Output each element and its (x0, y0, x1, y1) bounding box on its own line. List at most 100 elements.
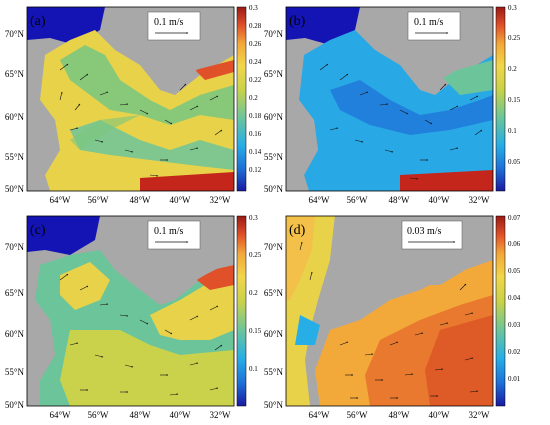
panel-label-a: (a) (30, 14, 46, 29)
frame-c (26, 215, 235, 407)
cbtick-d-2: 0.05 (508, 267, 521, 275)
cbtick-b-0: 0.3 (508, 4, 517, 12)
vectors-a (59, 63, 223, 177)
xtick-a-48: 48°W (129, 195, 151, 205)
colorbar-b (495, 6, 506, 192)
colorbar-d (495, 215, 506, 407)
ytick-a-50: 50°N (5, 184, 25, 194)
y-ticks-b: 70°N 65°N 60°N 55°N 50°N (264, 29, 284, 194)
xtick-a-32: 32°W (209, 195, 231, 205)
ytick-a-55: 55°N (5, 152, 25, 162)
x-ticks-b: 64°W 56°W 48°W 40°W 32°W (308, 195, 490, 205)
xtick-d-48: 48°W (388, 410, 410, 420)
cbtick-a-2: 0.26 (249, 40, 262, 48)
xtick-d-32: 32°W (468, 410, 490, 420)
scale-box-b (407, 11, 461, 41)
scale-box-a (147, 11, 201, 41)
cbtick-a-8: 0.14 (249, 148, 262, 156)
cbtick-b-5: 0.05 (508, 158, 521, 166)
ytick-b-70: 70°N (264, 29, 284, 39)
y-ticks-d: 70°N 65°N 60°N 55°N 50°N (264, 242, 284, 410)
colorbar-ticks-c: 0.3 0.25 0.2 0.15 0.1 (249, 214, 262, 373)
frame-a (26, 6, 235, 192)
cbtick-d-4: 0.03 (508, 321, 521, 329)
xtick-b-32: 32°W (468, 195, 490, 205)
cbtick-a-1: 0.28 (249, 22, 262, 30)
colorbar-c (236, 215, 247, 407)
xtick-c-48: 48°W (129, 410, 151, 420)
xtick-d-64: 64°W (308, 410, 330, 420)
ytick-d-55: 55°N (264, 367, 284, 377)
xtick-b-64: 64°W (308, 195, 330, 205)
cbtick-d-5: 0.02 (508, 348, 521, 356)
colorbar-ticks-a: 0.3 0.28 0.26 0.24 0.22 0.2 0.18 0.16 0.… (249, 4, 262, 174)
panel-label-c: (c) (30, 223, 46, 238)
scale-label-b: 0.1 m/s (414, 17, 444, 28)
cbtick-c-4: 0.1 (249, 365, 258, 373)
ytick-c-50: 50°N (5, 400, 25, 410)
xtick-c-56: 56°W (87, 410, 109, 420)
ytick-c-70: 70°N (5, 242, 25, 252)
ytick-c-60: 60°N (5, 329, 25, 339)
ytick-b-60: 60°N (264, 112, 284, 122)
scale-label-d: 0.03 m/s (407, 226, 442, 237)
scale-label-a: 0.1 m/s (154, 17, 184, 28)
cbtick-a-5: 0.2 (249, 94, 258, 102)
cbtick-c-2: 0.2 (249, 289, 258, 297)
cbtick-c-0: 0.3 (249, 214, 258, 222)
xtick-c-64: 64°W (49, 410, 71, 420)
ytick-d-60: 60°N (264, 329, 284, 339)
cbtick-d-0: 0.07 (508, 214, 521, 222)
panel-c: (c) 0.1 m/s 70°N 65°N 60°N 55°N 50°N 64°… (5, 214, 262, 420)
panel-a: (a) 0.1 m/s 70°N 65°N 60°N 55°N 50°N 64°… (5, 4, 262, 205)
colorbar-a (236, 6, 247, 192)
ytick-d-50: 50°N (264, 400, 284, 410)
xtick-a-64: 64°W (49, 195, 71, 205)
vectors-d (299, 241, 479, 399)
cbtick-c-1: 0.25 (249, 251, 262, 259)
cbtick-b-1: 0.25 (508, 34, 521, 42)
cbtick-d-6: 0.01 (508, 375, 521, 383)
y-ticks-c: 70°N 65°N 60°N 55°N 50°N (5, 242, 25, 410)
xtick-b-56: 56°W (346, 195, 368, 205)
frame-b (285, 6, 494, 192)
cbtick-d-1: 0.06 (508, 240, 521, 248)
xtick-b-40: 40°W (428, 195, 450, 205)
xtick-d-56: 56°W (346, 410, 368, 420)
scale-box-c (147, 220, 201, 250)
vectors-b (319, 63, 483, 180)
ytick-b-65: 65°N (264, 69, 284, 79)
cbtick-a-0: 0.3 (249, 4, 258, 12)
x-ticks-a: 64°W 56°W 48°W 40°W 32°W (49, 195, 231, 205)
panel-b: (b) 0.1 m/s 70°N 65°N 60°N 55°N 50°N 64°… (264, 4, 521, 205)
scale-box-d (401, 220, 463, 250)
ytick-c-55: 55°N (5, 367, 25, 377)
cbtick-a-9: 0.12 (249, 166, 262, 174)
cbtick-b-3: 0.15 (508, 96, 521, 104)
cbtick-a-6: 0.18 (249, 112, 262, 120)
xtick-c-32: 32°W (209, 410, 231, 420)
cbtick-a-4: 0.22 (249, 76, 262, 84)
panel-d: (d) 0.03 m/s 70°N 65°N 60°N 55°N 50°N 64… (264, 214, 521, 420)
x-ticks-c: 64°W 56°W 48°W 40°W 32°W (49, 410, 231, 420)
panel-label-d: (d) (289, 223, 306, 238)
ytick-b-55: 55°N (264, 152, 284, 162)
ytick-a-70: 70°N (5, 29, 25, 39)
scale-label-c: 0.1 m/s (154, 226, 184, 237)
ytick-d-70: 70°N (264, 242, 284, 252)
ytick-a-60: 60°N (5, 112, 25, 122)
ytick-c-65: 65°N (5, 288, 25, 298)
panel-label-b: (b) (289, 14, 306, 29)
ytick-b-50: 50°N (264, 184, 284, 194)
vectors-c (59, 273, 223, 396)
cbtick-b-4: 0.1 (508, 127, 517, 135)
cbtick-b-2: 0.2 (508, 65, 517, 73)
x-ticks-d: 64°W 56°W 48°W 40°W 32°W (308, 410, 490, 420)
xtick-a-56: 56°W (87, 195, 109, 205)
colorbar-ticks-b: 0.3 0.25 0.2 0.15 0.1 0.05 (508, 4, 521, 166)
cbtick-d-3: 0.04 (508, 294, 521, 302)
ytick-d-65: 65°N (264, 288, 284, 298)
xtick-b-48: 48°W (388, 195, 410, 205)
